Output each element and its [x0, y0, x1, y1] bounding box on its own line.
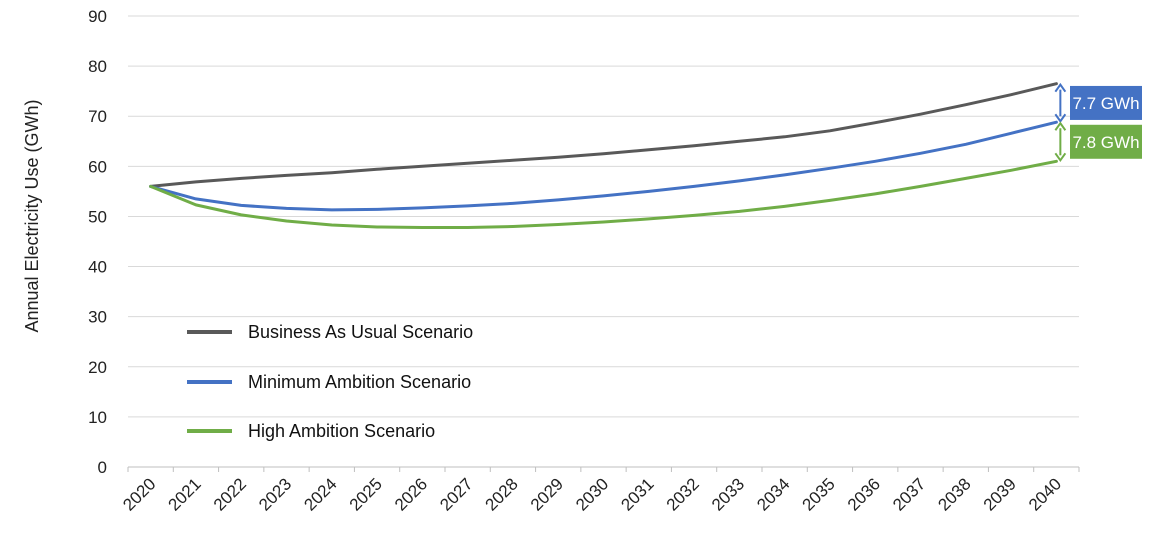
axes [127, 466, 1080, 472]
x-tick-label-2029: 2029 [527, 474, 567, 514]
y-tick-label-60: 60 [88, 157, 107, 176]
callout-arrowhead-top [1054, 82, 1067, 93]
callout-label: 7.7 GWh [1072, 94, 1139, 113]
callout-arrowhead-bottom [1054, 152, 1067, 163]
x-tick-label-2033: 2033 [708, 474, 748, 514]
callout-arrowhead-bottom [1054, 113, 1067, 123]
series-line-2 [149, 120, 1058, 212]
legend-label-2: Minimum Ambition Scenario [248, 372, 471, 392]
callout-box [1070, 85, 1142, 120]
callout-1: 7.7 GWh [1054, 82, 1142, 123]
y-tick-label-0: 0 [98, 458, 107, 477]
y-tick-label-80: 80 [88, 57, 107, 76]
callout-label: 7.8 GWh [1072, 133, 1139, 152]
callout-arrowhead-top [1054, 121, 1067, 131]
callout-2: 7.8 GWh [1054, 121, 1142, 163]
callout-box [1070, 124, 1142, 159]
x-tick-label-2025: 2025 [346, 474, 386, 514]
x-tick-label-2032: 2032 [663, 474, 703, 514]
y-tick-label-20: 20 [88, 358, 107, 377]
legend: Business As Usual Scenario Minimum Ambiti… [187, 322, 473, 441]
x-tick-label-2034: 2034 [753, 474, 793, 514]
x-tick-label-2028: 2028 [482, 474, 522, 514]
x-tick-label-2040: 2040 [1025, 474, 1065, 514]
legend-label-3: High Ambition Scenario [248, 421, 435, 441]
x-tick-label-2030: 2030 [572, 474, 612, 514]
y-tick-label-90: 90 [88, 7, 107, 26]
x-tick-label-2022: 2022 [210, 474, 250, 514]
x-tick-label-2020: 2020 [119, 474, 159, 514]
difference-callouts: 7.7 GWh 7.8 GWh [1054, 82, 1142, 163]
y-tick-label-30: 30 [88, 308, 107, 327]
x-tick-label-2026: 2026 [391, 474, 431, 514]
x-axis-ticks: 2020 2021 2022 2023 2024 2025 2026 2027 2028 2029… [119, 474, 1065, 514]
x-tick-label-2031: 2031 [617, 474, 657, 514]
x-tick-label-2038: 2038 [934, 474, 974, 514]
y-tick-label-10: 10 [88, 408, 107, 427]
x-tick-label-2037: 2037 [889, 474, 929, 514]
series-lines [149, 82, 1058, 229]
x-tick-label-2035: 2035 [799, 474, 839, 514]
y-axis-label: Annual Electricity Use (GWh) [22, 99, 42, 332]
series-line-3 [149, 159, 1058, 229]
x-tick-label-2027: 2027 [436, 474, 476, 514]
y-tick-label-40: 40 [88, 258, 107, 277]
gridlines [128, 15, 1079, 418]
series-line-1 [149, 82, 1058, 188]
x-tick-label-2036: 2036 [844, 474, 884, 514]
x-tick-label-2021: 2021 [165, 474, 205, 514]
x-tick-label-2023: 2023 [255, 474, 295, 514]
x-tick-label-2039: 2039 [980, 474, 1020, 514]
x-tick-label-2024: 2024 [300, 474, 340, 514]
legend-label-1: Business As Usual Scenario [248, 322, 473, 342]
y-tick-label-70: 70 [88, 107, 107, 126]
y-axis-ticks: 0 10 20 30 40 50 60 70 80 90 [88, 7, 107, 477]
y-tick-label-50: 50 [88, 207, 107, 226]
